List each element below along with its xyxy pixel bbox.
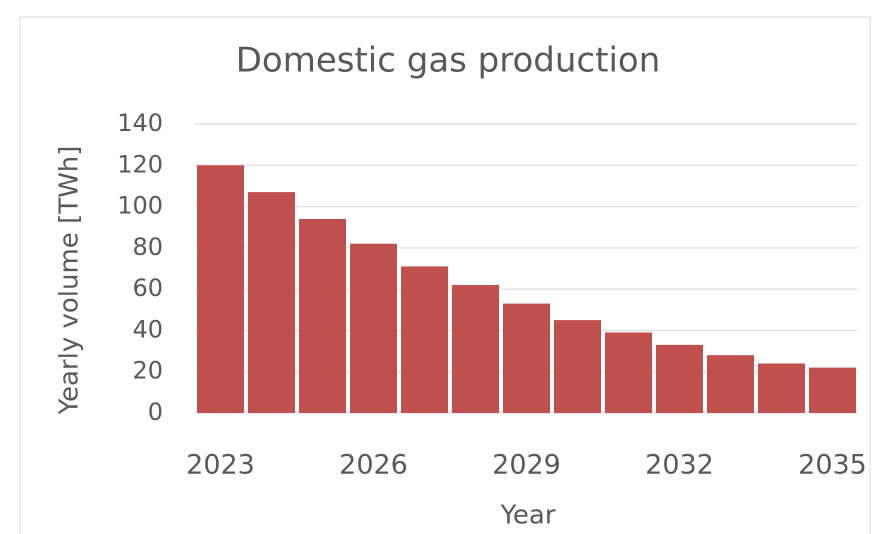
bar xyxy=(707,355,754,413)
bar xyxy=(503,303,550,413)
bar xyxy=(605,332,652,413)
y-tick-label: 60 xyxy=(132,274,163,302)
x-tick-label: 2023 xyxy=(186,450,255,481)
x-axis-label: Year xyxy=(499,501,555,531)
bar xyxy=(809,367,856,413)
bar xyxy=(197,165,244,413)
y-tick-label: 20 xyxy=(132,357,163,385)
bar xyxy=(299,218,346,413)
y-tick-label: 80 xyxy=(132,233,163,261)
chart-title: Domestic gas production xyxy=(236,41,661,81)
y-tick-label: 140 xyxy=(117,109,163,137)
bar xyxy=(758,363,805,413)
y-tick-label: 120 xyxy=(117,150,163,178)
bar xyxy=(554,320,601,413)
x-tick-label: 2032 xyxy=(645,450,714,481)
bar xyxy=(401,266,448,413)
y-tick-label: 40 xyxy=(132,315,163,343)
x-tick-label: 2035 xyxy=(798,450,867,481)
bar xyxy=(350,243,397,413)
bar xyxy=(452,285,499,413)
y-tick-label: 100 xyxy=(117,192,163,220)
x-tick-label: 2029 xyxy=(492,450,561,481)
y-axis-label: Yearly volume [TWh] xyxy=(55,146,85,416)
x-tick-label: 2026 xyxy=(339,450,408,481)
bar xyxy=(248,192,295,413)
chart-border xyxy=(19,16,871,534)
y-tick-label: 0 xyxy=(148,398,163,426)
bar xyxy=(656,344,703,413)
